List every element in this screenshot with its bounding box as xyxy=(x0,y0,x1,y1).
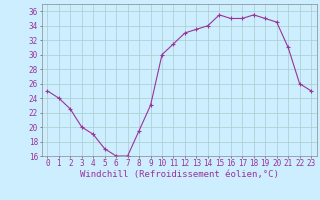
X-axis label: Windchill (Refroidissement éolien,°C): Windchill (Refroidissement éolien,°C) xyxy=(80,170,279,179)
